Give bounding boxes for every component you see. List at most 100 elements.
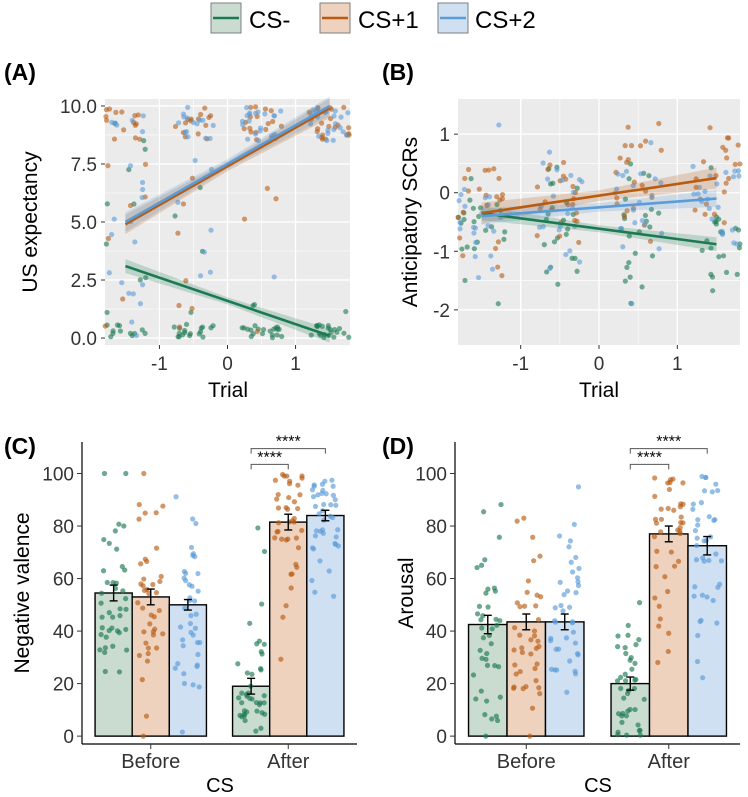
data-point bbox=[147, 621, 153, 627]
data-point bbox=[480, 613, 486, 619]
data-point bbox=[570, 629, 577, 635]
fitted-line bbox=[124, 264, 331, 337]
data-point bbox=[136, 501, 142, 508]
data-point bbox=[127, 163, 134, 169]
data-point bbox=[658, 506, 664, 512]
data-point bbox=[517, 604, 523, 610]
data-point bbox=[316, 511, 322, 517]
data-point bbox=[737, 161, 743, 167]
legend-label: CS- bbox=[249, 7, 290, 34]
data-point bbox=[488, 641, 494, 647]
data-point bbox=[121, 127, 127, 133]
data-point bbox=[183, 321, 190, 328]
data-point bbox=[113, 109, 119, 115]
data-point bbox=[702, 211, 708, 217]
data-point bbox=[106, 540, 112, 546]
x-tick-label: 1 bbox=[672, 354, 683, 375]
data-point bbox=[482, 167, 488, 173]
data-point bbox=[314, 128, 320, 135]
data-point bbox=[110, 328, 116, 334]
data-point bbox=[145, 645, 151, 651]
data-point bbox=[190, 516, 196, 522]
data-point bbox=[690, 163, 696, 169]
data-point bbox=[472, 253, 478, 260]
data-point bbox=[637, 143, 644, 149]
data-point bbox=[555, 281, 561, 287]
data-point bbox=[247, 125, 253, 131]
data-point bbox=[133, 332, 140, 339]
data-point bbox=[735, 227, 742, 233]
data-point bbox=[574, 185, 580, 191]
data-point bbox=[333, 534, 339, 540]
data-point bbox=[552, 605, 558, 611]
data-point bbox=[718, 558, 725, 564]
panel-tag: (B) bbox=[382, 59, 414, 85]
bar bbox=[131, 596, 171, 737]
data-point bbox=[537, 553, 543, 559]
data-point bbox=[195, 570, 201, 577]
data-point bbox=[197, 184, 203, 191]
data-point bbox=[698, 500, 705, 506]
data-point bbox=[652, 516, 659, 522]
data-point bbox=[659, 230, 665, 236]
data-point bbox=[706, 205, 712, 212]
data-point bbox=[624, 208, 630, 214]
x-tick-label: After bbox=[267, 751, 310, 773]
data-point bbox=[546, 149, 553, 155]
data-point bbox=[319, 490, 325, 497]
y-tick-label: 100 bbox=[415, 465, 447, 486]
data-point bbox=[573, 554, 579, 561]
data-point bbox=[574, 575, 581, 581]
data-point bbox=[558, 602, 564, 609]
data-point bbox=[283, 603, 289, 609]
data-point bbox=[311, 483, 317, 489]
data-point bbox=[721, 220, 727, 226]
data-point bbox=[261, 700, 267, 706]
data-point bbox=[312, 589, 318, 595]
data-point bbox=[648, 206, 655, 212]
data-point bbox=[693, 557, 700, 563]
data-point bbox=[566, 544, 572, 550]
data-point bbox=[207, 269, 214, 275]
data-point bbox=[569, 569, 576, 575]
data-point bbox=[695, 522, 701, 528]
data-point bbox=[199, 324, 206, 330]
data-point bbox=[626, 259, 632, 266]
data-point bbox=[101, 536, 107, 543]
x-tick-label: After bbox=[648, 751, 691, 773]
data-point bbox=[623, 650, 629, 657]
data-point bbox=[715, 487, 721, 494]
data-point bbox=[249, 696, 255, 702]
data-point bbox=[544, 269, 550, 275]
data-point bbox=[476, 603, 483, 609]
data-point bbox=[310, 546, 317, 552]
data-point bbox=[187, 620, 194, 627]
data-point bbox=[141, 138, 147, 144]
data-point bbox=[721, 189, 727, 195]
data-point bbox=[462, 175, 468, 182]
data-point bbox=[135, 600, 141, 606]
data-point bbox=[692, 527, 699, 534]
data-point bbox=[715, 204, 721, 210]
x-axis-title: Trial bbox=[579, 379, 619, 402]
data-point bbox=[171, 324, 177, 330]
data-point bbox=[341, 330, 347, 336]
data-point bbox=[326, 568, 332, 574]
y-tick-label: 0 bbox=[439, 184, 450, 205]
data-point bbox=[247, 110, 253, 116]
data-point bbox=[253, 728, 259, 734]
significance-label: **** bbox=[656, 434, 681, 451]
data-point bbox=[550, 180, 556, 186]
data-point bbox=[494, 717, 501, 724]
data-point bbox=[182, 327, 188, 334]
data-point bbox=[564, 588, 571, 594]
data-point bbox=[106, 106, 113, 112]
data-point bbox=[658, 180, 664, 186]
data-point bbox=[656, 623, 662, 629]
data-point bbox=[139, 129, 146, 135]
data-point bbox=[491, 228, 497, 234]
data-point bbox=[550, 193, 556, 199]
data-point bbox=[297, 492, 303, 498]
data-point bbox=[153, 545, 160, 551]
data-point bbox=[105, 163, 111, 169]
